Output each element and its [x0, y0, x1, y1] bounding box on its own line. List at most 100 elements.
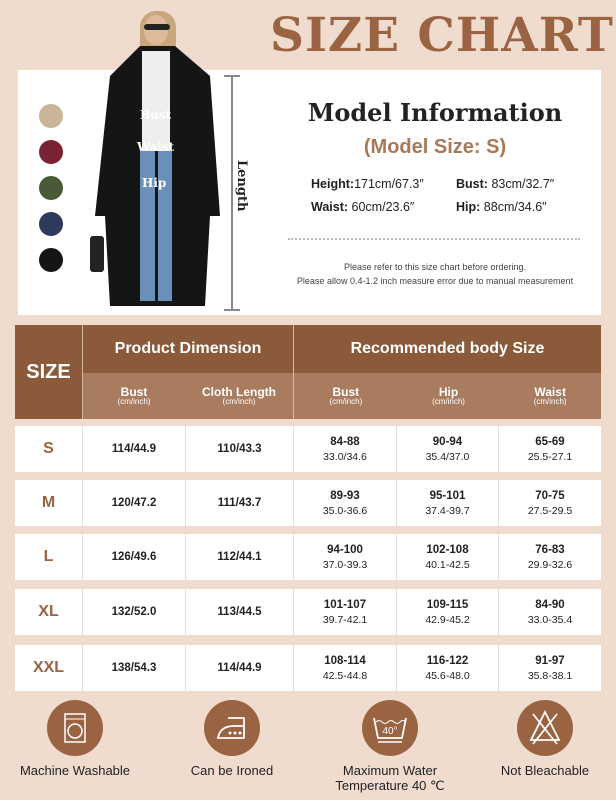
note-error: Please allow 0.4-1.2 inch measure error … [296, 276, 574, 286]
model-info-title: Model Information [307, 98, 563, 127]
table-cell: L [15, 534, 82, 580]
table-cell: 84-88 33.0/34.6 [293, 426, 396, 472]
color-swatch[interactable] [39, 140, 63, 164]
model-size: (Model Size: S) [363, 136, 507, 158]
cell-value: XL [38, 603, 59, 620]
cell-value: M [41, 494, 56, 511]
cell-value: 101-107 [323, 598, 367, 611]
cell-value: 95-101 [429, 489, 466, 502]
table-cell: 132/52.0 [82, 589, 185, 635]
care-item: 40° Maximum Water Temperature 40 ℃ [315, 700, 465, 794]
cell-value: 29.9-32.6 [527, 558, 573, 571]
cell-value: 84-88 [330, 435, 360, 448]
table-row: XXL 138/54.3 114/44.9 108-114 42.5-44.8 116-1… [15, 645, 601, 691]
table-row: L 126/49.6 112/44.1 94-100 37.0-39.3 102-108 4… [15, 534, 601, 580]
table-cell: S [15, 426, 82, 472]
bust-label: Bust [140, 108, 172, 122]
cell-value: 110/43.3 [217, 443, 262, 455]
cell-value: 42.9-45.2 [425, 613, 470, 626]
table-cell: 114/44.9 [82, 426, 185, 472]
hip-label: Hip [142, 176, 167, 190]
svg-text:40°: 40° [382, 726, 397, 737]
table-cell: 70-75 27.5-29.5 [498, 480, 601, 526]
table-cell: 114/44.9 [185, 645, 293, 691]
cell-value: 94-100 [327, 543, 363, 556]
cell-value: 45.6-48.0 [425, 669, 470, 682]
cell-value: 35.4/37.0 [425, 450, 470, 463]
table-cell: 112/44.1 [185, 534, 293, 580]
table-cell: XL [15, 589, 82, 635]
cell-value: 102-108 [426, 543, 469, 556]
care-item: Can be Ironed [157, 700, 307, 779]
cell-value: 89-93 [330, 489, 360, 502]
table-cell: 111/43.7 [185, 480, 293, 526]
divider [288, 238, 580, 240]
table-cell: 94-100 37.0-39.3 [293, 534, 396, 580]
iron-icon [204, 700, 260, 756]
cell-value: 111/43.7 [217, 497, 262, 509]
cell-value: 108-114 [324, 654, 366, 667]
table-cell: 109-115 42.9-45.2 [396, 589, 498, 635]
no-bleach-icon [517, 700, 573, 756]
table-cell: 89-93 35.0-36.6 [293, 480, 396, 526]
table-row: XL 132/52.0 113/44.5 101-107 39.7-42.1 109-11… [15, 589, 601, 635]
cell-value: 114/44.9 [217, 662, 262, 674]
table-cell: 76-83 29.9-32.6 [498, 534, 601, 580]
cell-value: XXL [32, 659, 65, 676]
care-label: Not Bleachable [500, 763, 590, 778]
product-dimension-header: Product Dimension [82, 325, 293, 373]
cell-value: L [43, 548, 54, 565]
care-item: Machine Washable [0, 700, 150, 779]
table-cell: 95-101 37.4-39.7 [396, 480, 498, 526]
waist-label: Waist [137, 140, 175, 154]
model-height: Height:171cm/67.3″ [311, 177, 424, 191]
table-cell: 90-94 35.4/37.0 [396, 426, 498, 472]
cell-value: 25.5-27.1 [527, 450, 573, 463]
cell-value: S [43, 440, 54, 457]
cell-value: 126/49.6 [111, 551, 157, 563]
cell-value: 113/44.5 [217, 606, 262, 618]
page-title: SIZE CHART [270, 8, 614, 63]
color-swatch[interactable] [39, 212, 63, 236]
cell-value: 76-83 [535, 543, 565, 556]
table-row: S 114/44.9 110/43.3 84-88 33.0/34.6 90-94 35.4… [15, 426, 601, 472]
color-swatch[interactable] [39, 248, 63, 272]
color-swatch[interactable] [39, 104, 63, 128]
cell-value: 33.0-35.4 [527, 613, 573, 626]
cell-value: 91-97 [535, 654, 565, 667]
care-label: Maximum Water Temperature 40 ℃ [335, 763, 445, 793]
cell-value: 116-122 [426, 654, 469, 667]
col-bust: Bust (cm/inch) [82, 373, 185, 419]
cell-value: 70-75 [535, 489, 565, 502]
table-cell: 102-108 40.1-42.5 [396, 534, 498, 580]
cell-value: 37.0-39.3 [322, 558, 368, 571]
table-cell: 84-90 33.0-35.4 [498, 589, 601, 635]
table-cell: 138/54.3 [82, 645, 185, 691]
table-cell: 65-69 25.5-27.1 [498, 426, 601, 472]
cell-value: 112/44.1 [217, 551, 262, 563]
table-cell: XXL [15, 645, 82, 691]
wash-40-icon: 40° [362, 700, 418, 756]
cell-value: 109-115 [426, 598, 469, 611]
col-hip: Hip (cm/inch) [397, 373, 500, 419]
note-refer: Please refer to this size chart before o… [343, 262, 527, 272]
cell-value: 33.0/34.6 [323, 450, 367, 463]
table-cell: 110/43.3 [185, 426, 293, 472]
col-length: Cloth Length (cm/inch) [185, 373, 293, 419]
model-bust: Bust: 83cm/32.7″ [456, 177, 555, 191]
table-cell: M [15, 480, 82, 526]
cell-value: 120/47.2 [111, 497, 157, 509]
table-cell: 116-122 45.6-48.0 [396, 645, 498, 691]
color-swatch[interactable] [39, 176, 63, 200]
cell-value: 84-90 [535, 598, 565, 611]
cell-value: 35.0-36.6 [322, 504, 368, 517]
cell-value: 138/54.3 [111, 662, 157, 674]
length-cap [224, 75, 240, 77]
cell-value: 114/44.9 [111, 443, 157, 455]
length-cap [224, 309, 240, 311]
body-size-header: Recommended body Size [293, 325, 601, 373]
cell-value: 37.4-39.7 [425, 504, 470, 517]
cell-value: 42.5-44.8 [322, 669, 368, 682]
length-line [231, 76, 233, 310]
care-label: Can be Ironed [190, 763, 274, 778]
